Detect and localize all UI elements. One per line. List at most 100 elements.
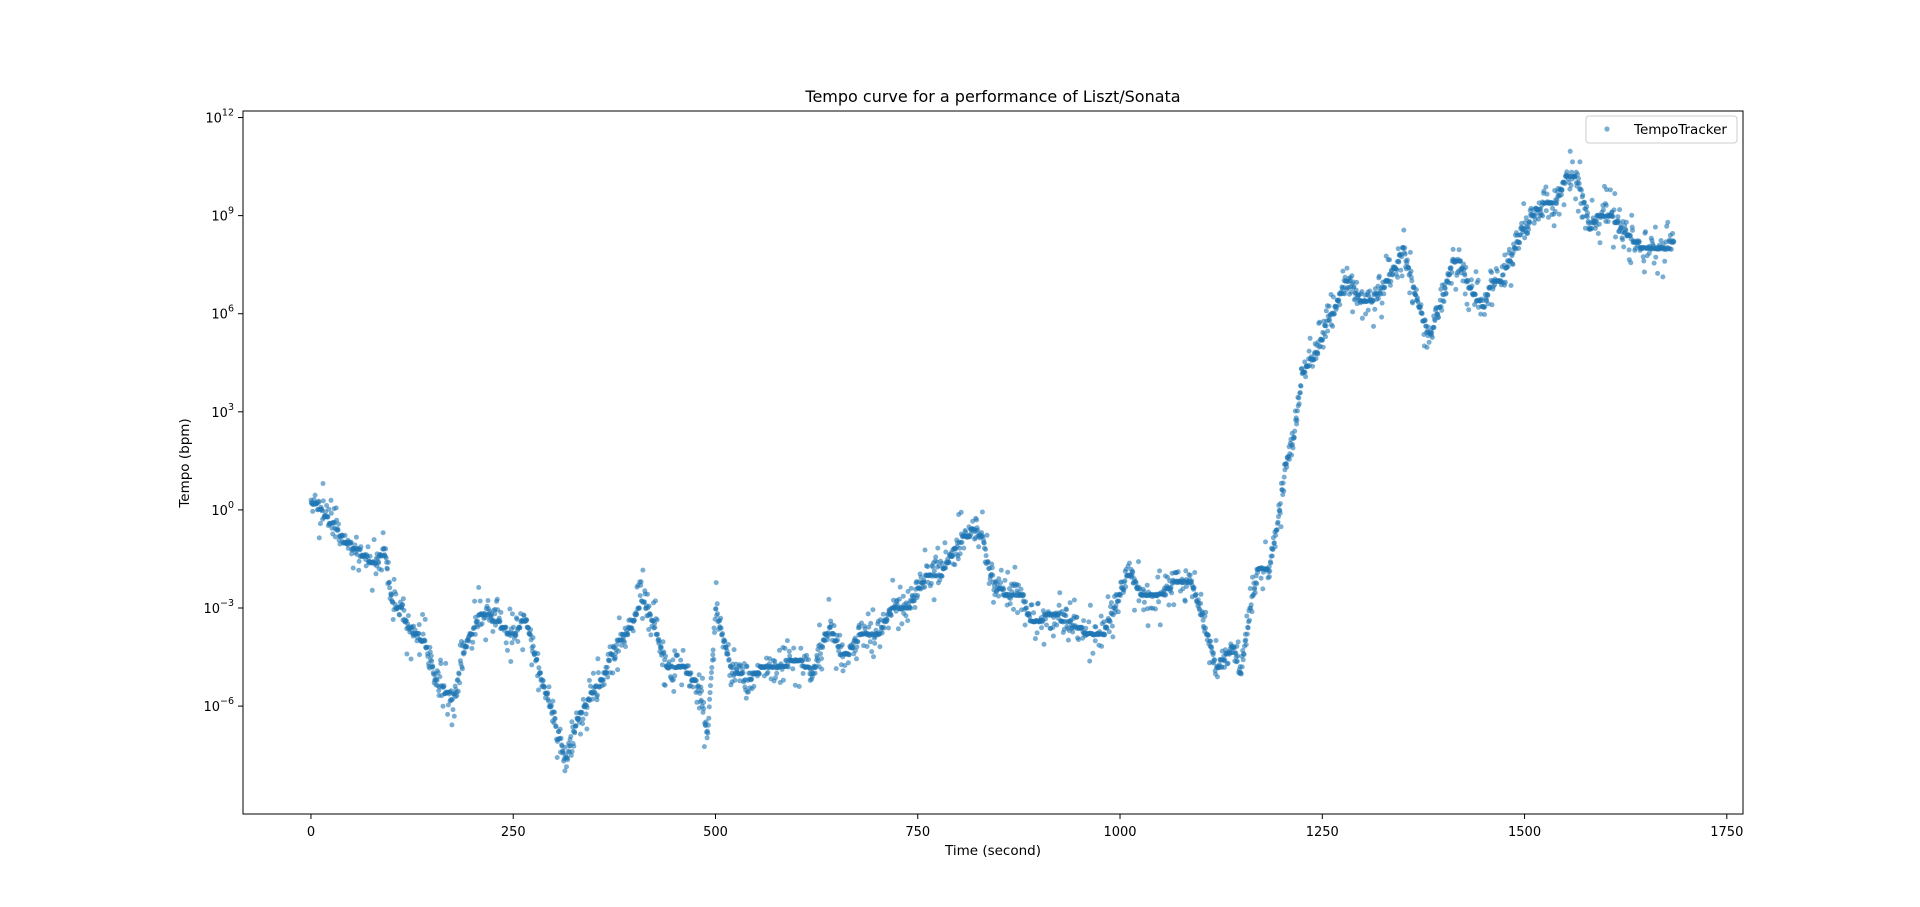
data-point [817, 622, 822, 628]
data-point [554, 755, 560, 760]
data-point [670, 677, 676, 683]
data-point [1438, 286, 1444, 292]
data-point [536, 665, 542, 671]
data-point [1432, 318, 1438, 323]
y-tick-base: 10 [203, 700, 220, 715]
data-point [1108, 600, 1114, 606]
data-point [905, 618, 911, 624]
x-tick-label: 0 [307, 825, 315, 840]
data-point [1248, 602, 1254, 608]
data-point [1506, 246, 1512, 252]
data-point [707, 696, 713, 702]
data-point [653, 598, 658, 604]
data-point [1489, 270, 1495, 275]
data-point [1183, 568, 1189, 574]
data-point [530, 643, 536, 649]
data-point [1395, 246, 1401, 252]
data-point [408, 656, 414, 662]
data-point [1222, 664, 1227, 670]
data-point [749, 676, 755, 682]
data-point [1252, 585, 1258, 591]
data-point [1273, 532, 1279, 538]
data-point [545, 690, 551, 696]
data-point [571, 743, 577, 749]
data-point [1375, 296, 1381, 301]
data-point [579, 709, 585, 715]
data-point [879, 630, 885, 636]
data-point [483, 637, 489, 643]
data-point [515, 639, 521, 644]
data-point [384, 566, 390, 572]
data-point [946, 559, 952, 565]
data-point [984, 532, 990, 538]
data-point [509, 611, 515, 617]
data-point [943, 565, 949, 571]
data-point [690, 684, 696, 690]
data-point [637, 593, 643, 599]
data-point [1187, 572, 1193, 578]
x-tick-label: 1000 [1103, 825, 1136, 840]
data-point [464, 644, 470, 650]
data-point [1189, 578, 1195, 584]
data-point [1109, 623, 1115, 629]
data-point [503, 624, 509, 630]
data-point [1390, 271, 1396, 277]
data-point [986, 581, 992, 587]
data-point [1291, 435, 1297, 441]
data-point [1330, 294, 1336, 300]
data-point [980, 533, 986, 539]
data-point [1156, 599, 1162, 605]
data-point [1475, 277, 1481, 283]
data-point [1379, 314, 1385, 320]
data-point [494, 596, 500, 602]
data-point [358, 544, 364, 550]
data-point [1429, 335, 1435, 340]
data-point [498, 609, 504, 615]
data-point [1087, 658, 1093, 664]
data-point [840, 668, 846, 674]
data-point [1526, 227, 1531, 233]
data-point [1067, 600, 1073, 606]
data-point [1558, 192, 1564, 198]
data-point [1402, 245, 1408, 251]
data-point [1640, 254, 1646, 260]
data-point [1367, 288, 1373, 294]
data-point [915, 593, 921, 598]
data-point [648, 632, 654, 638]
data-point [989, 565, 995, 571]
data-point [1623, 219, 1629, 225]
data-point [1359, 315, 1365, 321]
data-point [1246, 617, 1252, 623]
data-point [349, 551, 355, 557]
data-point [888, 613, 894, 618]
data-point [356, 558, 362, 564]
data-point [1152, 606, 1158, 612]
data-point [1502, 279, 1508, 285]
data-point [836, 648, 842, 654]
data-point [1500, 272, 1506, 278]
data-point [1039, 625, 1044, 631]
data-point [952, 562, 958, 568]
data-point [646, 603, 652, 609]
data-point [1215, 674, 1220, 680]
data-point [961, 545, 967, 551]
data-point [1302, 369, 1308, 375]
data-point [1426, 339, 1432, 345]
data-point [1027, 614, 1033, 620]
data-point [1581, 199, 1587, 205]
data-point [1379, 300, 1385, 306]
data-point [1401, 227, 1407, 233]
data-point [871, 654, 876, 660]
data-point [1562, 181, 1568, 187]
data-point [1636, 239, 1642, 245]
data-point [955, 556, 961, 562]
data-point [1093, 624, 1099, 630]
data-point [1431, 325, 1437, 330]
data-point [1296, 395, 1302, 401]
data-point [1268, 560, 1274, 566]
data-point [492, 611, 498, 617]
data-point [646, 627, 652, 632]
data-point [1115, 609, 1121, 615]
data-point [595, 656, 601, 662]
